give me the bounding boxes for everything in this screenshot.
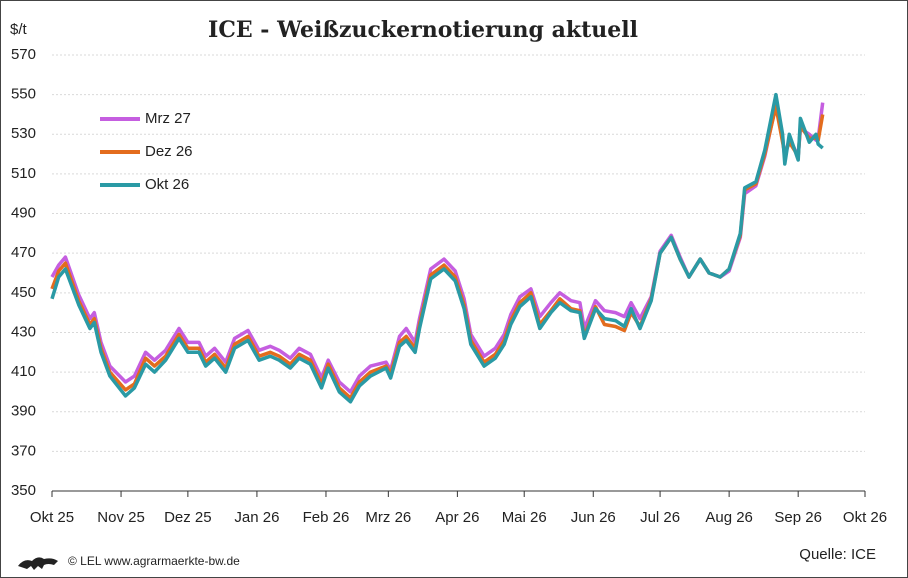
chart-title: ICE - Weißzuckernotierung aktuell	[208, 17, 638, 43]
source: Quelle: ICE	[799, 546, 876, 563]
x-tick-label: Aug 26	[705, 509, 753, 526]
x-tick-label: Mai 26	[502, 509, 547, 526]
y-tick-label: 570	[11, 46, 36, 63]
y-tick-label: 370	[11, 442, 36, 459]
x-tick-label: Okt 25	[30, 509, 74, 526]
y-axis-label: $/t	[10, 21, 28, 38]
legend-label: Dez 26	[145, 143, 193, 160]
x-tick-label: Jun 26	[571, 509, 616, 526]
y-tick-label: 470	[11, 244, 36, 261]
y-tick-label: 350	[11, 482, 36, 499]
y-tick-label: 530	[11, 125, 36, 142]
y-tick-label: 450	[11, 284, 36, 301]
y-tick-label: 550	[11, 86, 36, 103]
x-tick-label: Feb 26	[303, 509, 350, 526]
y-tick-label: 410	[11, 363, 36, 380]
x-tick-label: Mrz 26	[365, 509, 411, 526]
y-tick-label: 490	[11, 205, 36, 222]
footer: © LEL www.agrarmaerkte-bw.de	[68, 554, 240, 568]
legend-label: Okt 26	[145, 176, 189, 193]
legend-label: Mrz 27	[145, 110, 191, 127]
x-tick-label: Jul 26	[640, 509, 680, 526]
x-tick-label: Dez 25	[164, 509, 212, 526]
x-tick-label: Nov 25	[97, 509, 145, 526]
x-tick-label: Okt 26	[843, 509, 887, 526]
x-tick-label: Sep 26	[774, 509, 822, 526]
y-tick-label: 390	[11, 403, 36, 420]
y-tick-label: 430	[11, 323, 36, 340]
y-tick-label: 510	[11, 165, 36, 182]
x-tick-label: Apr 26	[435, 509, 479, 526]
logo	[18, 557, 58, 570]
x-tick-label: Jan 26	[234, 509, 279, 526]
series-line	[50, 92, 824, 404]
